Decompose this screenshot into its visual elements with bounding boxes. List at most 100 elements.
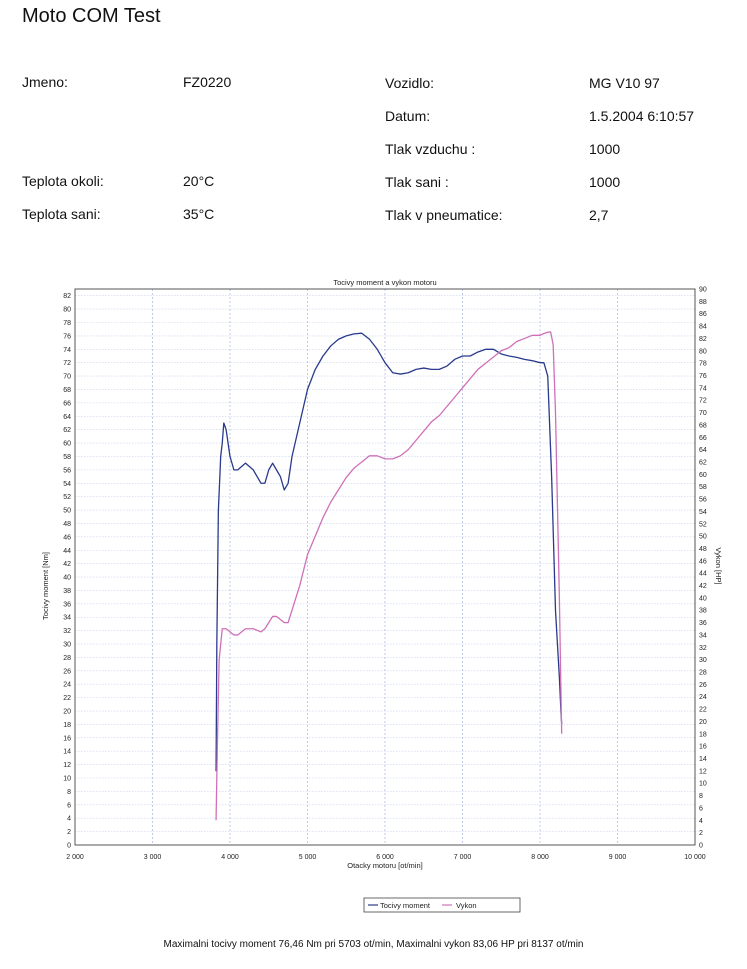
field-tlak-vzduchu-value: 1000	[589, 141, 621, 157]
field-jmeno-value: FZ0220	[183, 74, 232, 90]
y-tick-label: 74	[63, 347, 71, 354]
x-tick-label: 9 000	[609, 854, 627, 861]
y-tick-label: 46	[63, 534, 71, 541]
y2-tick-label: 90	[699, 287, 707, 294]
y2-tick-label: 20	[699, 719, 707, 726]
y-tick-label: 66	[63, 400, 71, 407]
legend-label-vykon: Vykon	[456, 901, 477, 910]
y2-tick-label: 68	[699, 422, 707, 429]
legend-label-tocivy-moment: Tocivy moment	[380, 901, 431, 910]
y2-tick-label: 80	[699, 348, 707, 355]
y2-tick-label: 46	[699, 558, 707, 565]
y-tick-label: 70	[63, 374, 71, 381]
y-tick-label: 10	[63, 776, 71, 783]
y2-tick-label: 18	[699, 731, 707, 738]
y2-tick-label: 24	[699, 694, 707, 701]
plot-area-frame	[74, 288, 696, 846]
y2-tick-label: 54	[699, 509, 707, 516]
y2-tick-label: 16	[699, 744, 707, 751]
y2-tick-label: 86	[699, 311, 707, 318]
y2-tick-label: 60	[699, 472, 707, 479]
y2-tick-label: 36	[699, 620, 707, 627]
y-tick-label: 14	[63, 749, 71, 756]
y2-tick-label: 76	[699, 373, 707, 380]
y-tick-label: 78	[63, 320, 71, 327]
y-tick-label: 76	[63, 333, 71, 340]
y2-tick-label: 34	[699, 632, 707, 639]
y2-tick-label: 66	[699, 435, 707, 442]
x-tick-label: 6 000	[376, 854, 394, 861]
x-tick-label: 10 000	[684, 854, 706, 861]
y2-tick-label: 50	[699, 534, 707, 541]
series-line-vykon	[215, 331, 563, 821]
y2-tick-label: 78	[699, 361, 707, 368]
y-tick-label: 0	[67, 843, 71, 850]
y2-tick-label: 42	[699, 583, 707, 590]
y2-tick-label: 44	[699, 571, 707, 578]
y2-tick-label: 8	[699, 793, 703, 800]
field-jmeno-label: Jmeno:	[22, 74, 68, 90]
field-tlak-pneumatice-label: Tlak v pneumatice:	[385, 207, 503, 223]
y2-tick-label: 48	[699, 546, 707, 553]
y2-tick-label: 52	[699, 521, 707, 528]
field-datum-label: Datum:	[385, 108, 431, 124]
y-tick-label: 64	[63, 414, 71, 421]
y2-tick-label: 6	[699, 805, 703, 812]
y-tick-label: 40	[63, 575, 71, 582]
y2-tick-label: 38	[699, 608, 707, 615]
y-tick-label: 48	[63, 521, 71, 528]
y-tick-label: 12	[63, 762, 71, 769]
x-tick-label: 8 000	[531, 854, 549, 861]
y2-tick-label: 58	[699, 484, 707, 491]
y-tick-label: 32	[63, 628, 71, 635]
y-tick-label: 52	[63, 494, 71, 501]
y2-tick-label: 26	[699, 682, 707, 689]
series-line-tocivy-moment	[215, 332, 563, 772]
y-tick-label: 22	[63, 695, 71, 702]
field-teplota-okoli-label: Teplota okoli:	[22, 173, 104, 189]
y2-tick-label: 0	[699, 843, 703, 850]
y-tick-label: 36	[63, 601, 71, 608]
y-tick-label: 50	[63, 508, 71, 515]
field-tlak-pneumatice-value: 2,7	[589, 207, 609, 223]
y-tick-label: 60	[63, 441, 71, 448]
y2-tick-label: 72	[699, 398, 707, 405]
y-tick-label: 24	[63, 682, 71, 689]
y2-tick-label: 12	[699, 768, 707, 775]
x-axis-label: Otacky motoru [ot/min]	[347, 861, 422, 870]
field-teplota-okoli-value: 20°C	[183, 173, 215, 189]
y-tick-label: 42	[63, 561, 71, 568]
chart-ticks: 2 000 3 000 4 000 5 000 6 000 7 000 8 000 9 000…	[63, 287, 707, 862]
y2-tick-label: 10	[699, 781, 707, 788]
y2-tick-label: 4	[699, 818, 703, 825]
y-tick-label: 2	[67, 829, 71, 836]
y-tick-label: 72	[63, 360, 71, 367]
y2-tick-label: 64	[699, 447, 707, 454]
y2-tick-label: 40	[699, 595, 707, 602]
field-vozidlo-label: Vozidlo:	[385, 75, 435, 91]
y-tick-label: 80	[63, 307, 71, 314]
x-tick-label: 3 000	[144, 854, 162, 861]
y-tick-label: 44	[63, 548, 71, 555]
field-tlak-sani-label: Tlak sani :	[385, 174, 449, 190]
y2-tick-label: 74	[699, 385, 707, 392]
y-tick-label: 38	[63, 588, 71, 595]
y-tick-label: 20	[63, 709, 71, 716]
y-tick-label: 4	[67, 816, 71, 823]
y-tick-label: 54	[63, 481, 71, 488]
y2-tick-label: 70	[699, 410, 707, 417]
y2-tick-label: 88	[699, 299, 707, 306]
legend: Tocivy moment Vykon	[363, 897, 521, 913]
y2-tick-label: 30	[699, 657, 707, 664]
chart-series	[215, 331, 563, 821]
y-tick-label: 28	[63, 655, 71, 662]
field-teplota-sani-value: 35°C	[183, 206, 215, 222]
y2-tick-label: 32	[699, 645, 707, 652]
y2-tick-label: 56	[699, 497, 707, 504]
y-tick-label: 8	[67, 789, 71, 796]
page-title: Moto COM Test	[22, 5, 161, 27]
y-tick-label: 56	[63, 467, 71, 474]
field-vozidlo-value: MG V10 97	[589, 75, 660, 91]
field-tlak-vzduchu-label: Tlak vzduchu :	[385, 141, 476, 157]
